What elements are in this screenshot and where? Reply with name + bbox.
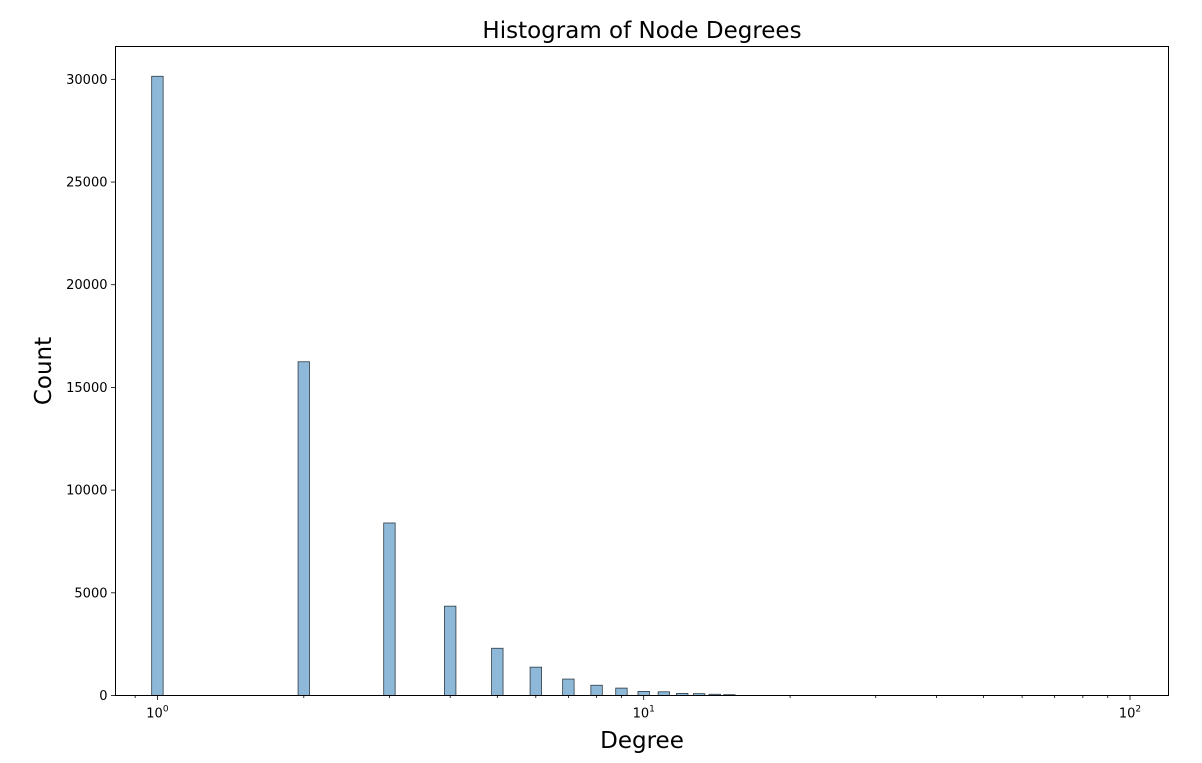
y-axis-label: Count <box>31 337 57 405</box>
histogram-bar <box>297 361 310 696</box>
y-tick-label: 10000 <box>66 484 107 499</box>
histogram-bar <box>491 647 504 696</box>
histogram-bar <box>151 75 164 696</box>
histogram-bar <box>562 678 575 696</box>
x-tick-label: 102 <box>1119 705 1141 722</box>
histogram-bar <box>637 690 650 696</box>
histogram-bar <box>657 691 670 696</box>
y-tick-label: 20000 <box>66 278 107 293</box>
x-tick-label: 100 <box>146 705 169 722</box>
histogram-bar <box>615 687 628 696</box>
bars-group <box>151 75 736 696</box>
histogram-bar <box>590 684 603 696</box>
plot-frame <box>115 46 1169 696</box>
y-tick-label: 5000 <box>74 586 107 601</box>
histogram-bar <box>444 605 457 696</box>
x-axis-ticks: 100 101 102 <box>146 695 1141 722</box>
y-tick-label: 30000 <box>66 73 107 88</box>
y-axis-ticks: 0 5000 10000 15000 20000 25000 30000 <box>66 73 116 704</box>
x-tick-label: 101 <box>633 705 655 722</box>
histogram-bar <box>383 522 396 696</box>
y-tick-label: 15000 <box>66 381 107 396</box>
histogram-bar <box>529 666 542 696</box>
x-axis-label: Degree <box>600 728 684 754</box>
chart-title: Histogram of Node Degrees <box>482 18 801 44</box>
y-tick-label: 0 <box>99 689 107 704</box>
y-tick-label: 25000 <box>66 176 107 191</box>
